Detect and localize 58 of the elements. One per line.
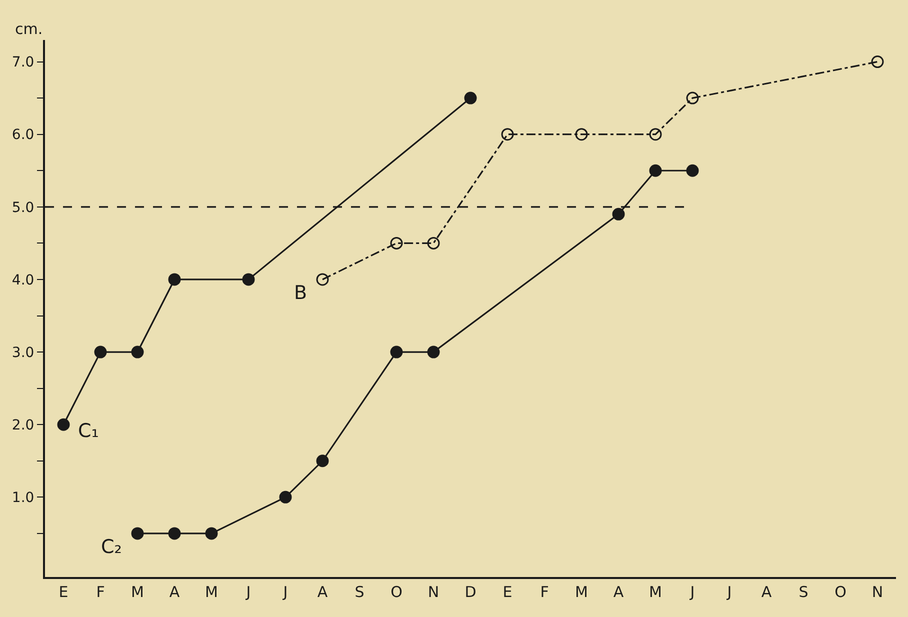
point — [427, 346, 440, 358]
point — [279, 490, 292, 504]
point — [649, 128, 662, 141]
point — [575, 128, 588, 141]
x-tick-label: J — [726, 583, 732, 601]
series-label: B — [294, 282, 308, 304]
point — [390, 346, 403, 358]
point — [686, 92, 699, 104]
point — [464, 92, 477, 104]
point — [94, 346, 107, 358]
x-tick-label: S — [354, 583, 364, 601]
x-tick-label: J — [282, 583, 288, 601]
x-tick-label: E — [58, 583, 68, 601]
point — [168, 273, 181, 286]
x-tick-label: F — [96, 583, 105, 601]
y-tick-label: 4.0 — [12, 272, 34, 288]
y-tick-label: 5.0 — [12, 200, 34, 216]
point — [501, 128, 514, 141]
x-tick-label: A — [317, 583, 328, 601]
y-tick-label: 2.0 — [12, 418, 34, 434]
x-tick-label: M — [575, 583, 588, 601]
point — [427, 236, 440, 250]
point — [390, 236, 403, 250]
series-label: C₁ — [78, 420, 99, 442]
x-tick-label: O — [390, 583, 402, 601]
y-tick-label: 7.0 — [12, 54, 34, 71]
x-tick-label: A — [169, 583, 180, 601]
x-tick-label: F — [540, 583, 549, 601]
point — [168, 527, 181, 540]
point — [316, 273, 329, 286]
x-tick-label: E — [502, 583, 512, 601]
y-axis-title: cm. — [15, 20, 43, 38]
point — [686, 164, 699, 177]
x-tick-label: M — [131, 583, 144, 601]
point — [649, 164, 662, 177]
x-tick-label: J — [245, 583, 251, 601]
x-tick-label: A — [613, 583, 624, 601]
point — [242, 273, 255, 286]
point — [131, 527, 144, 540]
y-tick-label: 1.0 — [12, 490, 34, 506]
y-tick-label: 3.0 — [12, 344, 34, 361]
x-tick-label: M — [205, 583, 218, 601]
y-tick-label: 6.0 — [12, 127, 34, 144]
point — [871, 56, 884, 68]
x-tick-label: M — [649, 583, 662, 601]
x-tick-label: J — [689, 583, 695, 601]
x-tick-label: A — [761, 583, 772, 601]
point — [131, 346, 144, 358]
point — [316, 454, 329, 468]
x-tick-label: D — [464, 583, 476, 601]
point — [57, 418, 70, 431]
point — [612, 208, 625, 220]
x-tick-label: S — [798, 583, 808, 601]
point — [205, 527, 218, 540]
series-label: C₂ — [101, 536, 122, 558]
x-tick-label: N — [428, 583, 440, 601]
x-tick-label: O — [834, 583, 846, 601]
x-tick-label: N — [872, 583, 884, 601]
